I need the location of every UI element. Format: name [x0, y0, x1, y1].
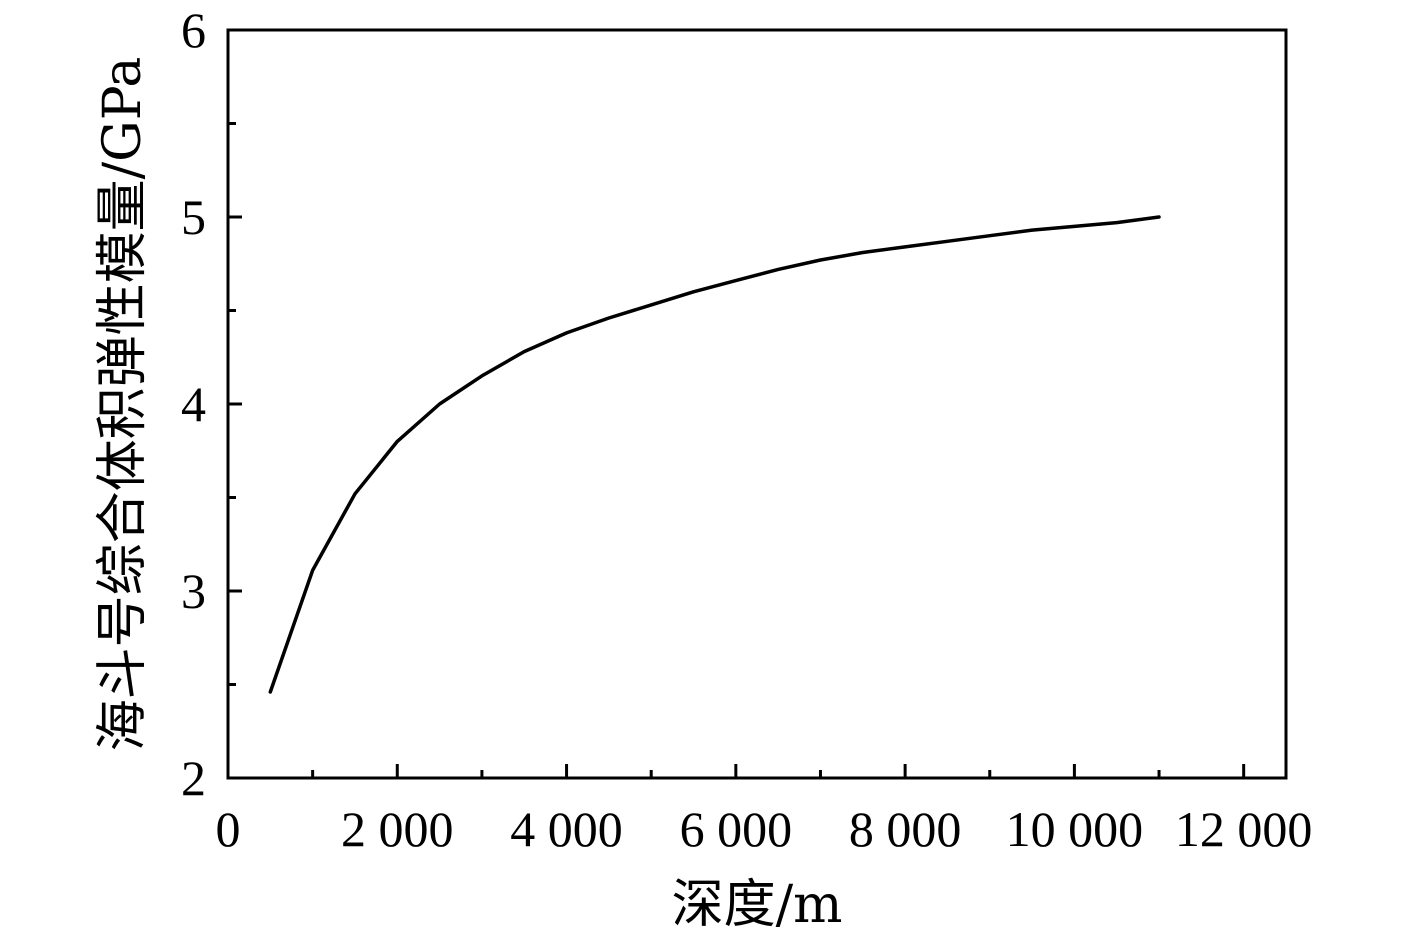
x-tick-label: 4 000 — [510, 801, 623, 857]
y-tick-label: 2 — [181, 750, 206, 806]
y-axis-title: 海斗号综合体积弹性模量/GPa — [93, 57, 153, 752]
x-tick-label: 2 000 — [341, 801, 454, 857]
x-tick-label: 10 000 — [1006, 801, 1144, 857]
y-tick-label: 4 — [181, 376, 206, 432]
y-tick-label: 5 — [181, 189, 206, 245]
series-group — [268, 215, 1161, 694]
axis-ticks — [226, 28, 1246, 780]
series-line — [268, 215, 1161, 694]
x-tick-label: 6 000 — [680, 801, 793, 857]
y-tick-label: 6 — [181, 2, 206, 58]
y-tick-labels: 2 3 4 5 6 — [181, 2, 206, 806]
x-tick-label: 0 — [216, 801, 241, 857]
plot-frame — [226, 28, 1288, 780]
y-tick-label: 3 — [181, 563, 206, 619]
x-tick-labels: 0 2 000 4 000 6 000 8 000 10 000 12 000 — [216, 801, 1313, 857]
x-tick-label: 12 000 — [1175, 801, 1313, 857]
x-axis-title: 深度/m — [672, 875, 843, 935]
x-tick-label: 8 000 — [849, 801, 962, 857]
